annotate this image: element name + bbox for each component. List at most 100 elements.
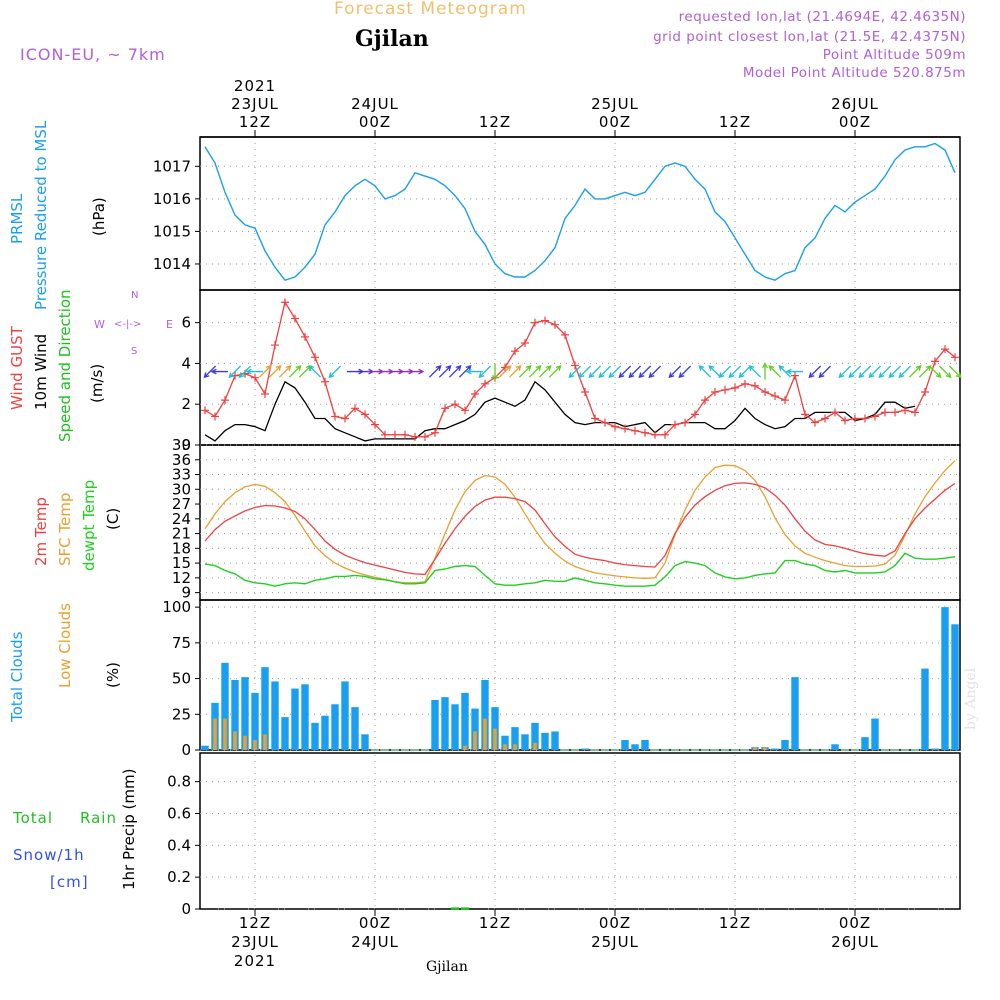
bottom-date-label: 25JUL bbox=[591, 933, 639, 951]
total-cloud-bar bbox=[951, 624, 959, 750]
y-tick-label: 0 bbox=[181, 436, 191, 454]
top-hour-label: 12Z bbox=[719, 113, 751, 131]
gust-marker bbox=[601, 418, 609, 427]
total-cloud-bar bbox=[251, 692, 259, 750]
wind-direction-arrow bbox=[668, 365, 682, 379]
low-cloud-bar bbox=[753, 747, 757, 750]
wind-direction-arrow bbox=[228, 365, 242, 379]
wind-direction-arrow bbox=[548, 365, 562, 378]
t2m-line bbox=[204, 482, 956, 576]
y-tick-label: 27 bbox=[172, 495, 191, 513]
total-cloud-bar bbox=[461, 692, 469, 750]
y-tick-label: 2 bbox=[181, 395, 191, 413]
y-tick-label: 25 bbox=[172, 705, 191, 723]
total-cloud-bar bbox=[351, 707, 359, 750]
wind-speed-line bbox=[204, 380, 916, 442]
wind-direction-arrow bbox=[492, 363, 498, 381]
low-cloud-bar bbox=[473, 731, 477, 750]
bottom-hour-label: 12Z bbox=[719, 914, 751, 932]
requested-coords: requested lon,lat (21.4694E, 42.4635N) bbox=[678, 9, 966, 25]
panel-frame bbox=[199, 444, 961, 601]
gust-marker bbox=[751, 381, 759, 390]
top-date-label: 23JUL bbox=[231, 95, 279, 113]
gust-marker bbox=[531, 318, 539, 327]
gust-marker bbox=[321, 377, 329, 386]
wind-direction-arrow bbox=[245, 368, 263, 375]
y-tick-label: 0 bbox=[181, 741, 191, 759]
total-cloud-bar bbox=[441, 697, 449, 750]
total-cloud-bar bbox=[221, 662, 229, 750]
y-tick-label: 33 bbox=[172, 466, 191, 484]
total-cloud-bar bbox=[931, 748, 939, 750]
gust-marker bbox=[361, 410, 369, 419]
gust-marker bbox=[701, 396, 709, 405]
gust-marker bbox=[551, 320, 559, 329]
top-hour-label: 00Z bbox=[359, 113, 391, 131]
wind-direction-arrow bbox=[858, 365, 872, 379]
wind-direction-arrow bbox=[818, 365, 832, 379]
gust-marker bbox=[721, 385, 729, 394]
wind-direction-arrow bbox=[888, 365, 902, 379]
total-cloud-bar bbox=[241, 677, 249, 750]
top-date-label: 26JUL bbox=[831, 95, 879, 113]
top-date-label: 24JUL bbox=[351, 95, 399, 113]
total-cloud-bar bbox=[631, 744, 639, 750]
gust-marker bbox=[611, 422, 619, 431]
rain-label-total: Total bbox=[13, 809, 54, 827]
gust-marker bbox=[761, 387, 769, 396]
y-tick-label: 12 bbox=[172, 569, 191, 587]
wind-direction-arrow bbox=[458, 365, 472, 378]
y-tick-label: 0.8 bbox=[167, 773, 191, 791]
compass-south: S bbox=[131, 346, 138, 357]
wind-direction-arrow bbox=[528, 365, 542, 378]
wind-direction-arrow bbox=[298, 365, 312, 378]
panel-frame bbox=[199, 752, 961, 910]
low-cloud-bar bbox=[763, 747, 767, 750]
gust-marker bbox=[811, 418, 819, 427]
top-hour-label: 00Z bbox=[839, 113, 871, 131]
gust-marker bbox=[851, 414, 859, 423]
bottom-date-label: 23JUL bbox=[231, 933, 279, 951]
wind-direction-arrow bbox=[918, 365, 932, 378]
wind-direction-arrow bbox=[638, 365, 652, 379]
total-cloud-bar bbox=[791, 677, 799, 750]
point-altitude: Point Altitude 509m bbox=[822, 47, 966, 63]
total-cloud-bar bbox=[271, 681, 279, 750]
top-date-label: 25JUL bbox=[591, 95, 639, 113]
snow-label: Snow/1h bbox=[13, 846, 85, 864]
gust-marker bbox=[251, 373, 259, 382]
wind-direction-arrow bbox=[648, 365, 662, 379]
wind-direction-arrow bbox=[568, 365, 582, 379]
total-cloud-bar bbox=[331, 704, 339, 750]
rain-bar bbox=[461, 907, 469, 910]
y-tick-label: 0.2 bbox=[167, 868, 191, 886]
wind-direction-arrow bbox=[785, 368, 803, 375]
gust-marker bbox=[841, 416, 849, 425]
low-cloud-bar bbox=[463, 745, 467, 750]
gust-marker bbox=[691, 410, 699, 419]
gust-marker bbox=[631, 426, 639, 435]
top-hour-label: 00Z bbox=[599, 113, 631, 131]
wind-direction-arrow bbox=[748, 365, 762, 378]
gust-marker bbox=[931, 357, 939, 366]
chart-title: Forecast Meteogram bbox=[334, 0, 527, 19]
compass-north: N bbox=[131, 290, 139, 301]
top-hour-label: 12Z bbox=[479, 113, 511, 131]
total-cloud-bar bbox=[511, 727, 519, 750]
wind-direction-arrow bbox=[898, 365, 912, 379]
wind-direction-arrow bbox=[465, 368, 483, 375]
y-tick-label: 100 bbox=[162, 598, 191, 616]
wind-direction-arrow bbox=[628, 365, 642, 379]
gust-marker bbox=[341, 414, 349, 423]
wind-direction-arrow bbox=[928, 365, 942, 379]
wind-direction-arrow bbox=[808, 365, 822, 379]
wind-direction-arrow bbox=[848, 365, 862, 379]
total-cloud-bar bbox=[231, 680, 239, 750]
total-cloud-bar bbox=[771, 748, 779, 750]
wind-direction-arrow bbox=[738, 365, 752, 379]
y-tick-label: 1014 bbox=[153, 255, 191, 273]
total-cloud-bar bbox=[481, 680, 489, 750]
gust-marker bbox=[951, 353, 959, 362]
wind-direction-arrow bbox=[203, 365, 217, 379]
bottom-date-label: 26JUL bbox=[831, 933, 879, 951]
